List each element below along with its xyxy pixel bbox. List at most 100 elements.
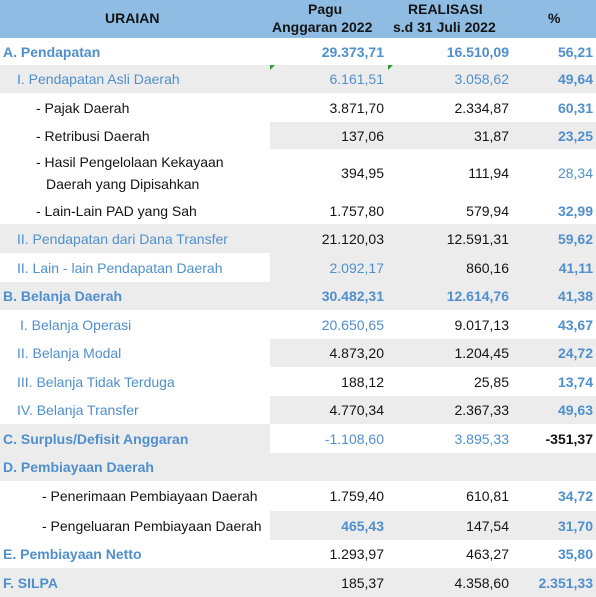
row-pagu: 1.759,40 [270,481,388,511]
row-label: II. Pendapatan dari Dana Transfer [0,224,287,253]
row-percent: 13,74 [513,367,596,396]
table-row: - Retribusi Daerah 137,06 31,87 23,25 [0,122,596,149]
row-realisasi: 25,85 [388,367,513,396]
row-realisasi: 4.358,60 [388,568,513,597]
table-row: C. Surplus/Defisit Anggaran -1.108,60 3.… [0,424,596,453]
row-label: C. Surplus/Defisit Anggaran [0,424,273,453]
table-row: F. SILPA 185,37 4.358,60 2.351,33 [0,568,596,597]
row-percent: -351,37 [513,424,596,453]
table-row: II. Belanja Modal 4.873,20 1.204,45 24,7… [0,339,596,367]
row-realisasi: 579,94 [388,197,513,224]
row-pagu: -1.108,60 [270,424,388,453]
row-label: E. Pembiayaan Netto [0,540,273,568]
row-realisasi: 12.591,31 [388,224,513,253]
table-row: A. Pendapatan 29.373,71 16.510,09 56,21 [0,38,596,65]
row-label: B. Belanja Daerah [0,282,273,310]
row-pagu: 29.373,71 [270,38,388,65]
row-percent: 59,62 [513,224,596,253]
row-realisasi: 1.204,45 [388,339,513,367]
row-pagu: 30.482,31 [270,282,388,310]
table-row: IV. Belanja Transfer 4.770,34 2.367,33 4… [0,396,596,424]
comment-marker [270,65,275,70]
header-pagu-line1: Pagu [308,1,343,17]
row-label-line1: - Hasil Pengelolaan Kekayaan [36,154,224,170]
table-row: - Penerimaan Pembiayaan Daerah 1.759,40 … [0,481,596,511]
row-label: - Pengeluaran Pembiayaan Daerah [0,511,312,540]
row-pagu: 6.161,51 [270,65,388,93]
row-realisasi: 3.058,62 [388,65,513,93]
row-label: - Hasil Pengelolaan Kekayaan Daerah yang… [0,149,306,197]
table-row: II. Pendapatan dari Dana Transfer 21.120… [0,224,596,253]
row-realisasi: 860,16 [388,253,513,282]
row-percent: 41,11 [513,253,596,282]
table-body: A. Pendapatan 29.373,71 16.510,09 56,21 … [0,38,596,597]
table-row: I. Pendapatan Asli Daerah 6.161,51 3.058… [0,65,596,93]
row-realisasi: 31,87 [388,122,513,149]
row-pagu: 1.757,80 [270,197,388,224]
row-pagu: 1.293,97 [270,540,388,568]
row-label: - Retribusi Daerah [0,122,306,149]
header-pagu-line2: Anggaran 2022 [272,19,373,35]
row-realisasi: 2.334,87 [388,93,513,122]
row-percent: 23,25 [513,122,596,149]
row-label: A. Pendapatan [0,38,273,65]
header-percent: % [548,10,561,26]
row-percent: 43,67 [513,310,596,339]
header-realisasi-line1: REALISASI [408,1,483,17]
row-percent: 49,64 [513,65,596,93]
row-percent: 60,31 [513,93,596,122]
row-label: D. Pembiayaan Daerah [0,453,273,481]
row-label-line2: Daerah yang Dipisahkan [46,176,200,192]
row-pagu: 465,43 [270,511,388,540]
row-label: - Pajak Daerah [0,93,306,122]
row-percent: 49,63 [513,396,596,424]
row-pagu: 137,06 [270,122,388,149]
row-pagu [270,453,388,481]
row-pagu: 3.871,70 [270,93,388,122]
row-percent: 24,72 [513,339,596,367]
row-percent: 31,70 [513,511,596,540]
row-pagu: 21.120,03 [270,224,388,253]
row-label: II. Belanja Modal [0,339,287,367]
row-realisasi: 147,54 [388,511,513,540]
row-label: IV. Belanja Transfer [0,396,287,424]
row-realisasi: 16.510,09 [388,38,513,65]
table-row: - Hasil Pengelolaan Kekayaan Daerah yang… [0,149,596,197]
row-label: F. SILPA [0,568,273,597]
row-realisasi: 610,81 [388,481,513,511]
row-realisasi: 463,27 [388,540,513,568]
row-label: II. Lain - lain Pendapatan Daerah [0,253,287,282]
table-row: - Lain-Lain PAD yang Sah 1.757,80 579,94… [0,197,596,224]
row-label: - Lain-Lain PAD yang Sah [0,197,306,224]
row-percent: 34,72 [513,481,596,511]
row-label: - Penerimaan Pembiayaan Daerah [0,481,312,511]
table-row: - Pengeluaran Pembiayaan Daerah 465,43 1… [0,511,596,540]
row-pagu: 2.092,17 [270,253,388,282]
row-pagu: 188,12 [270,367,388,396]
header-uraian: URAIAN [105,10,160,26]
row-percent: 41,38 [513,282,596,310]
header-realisasi-line2: s.d 31 Juli 2022 [393,19,496,35]
table-row: D. Pembiayaan Daerah [0,453,596,481]
row-percent: 28,34 [513,149,596,197]
row-realisasi: 12.614,76 [388,282,513,310]
row-pagu: 4.770,34 [270,396,388,424]
row-percent: 2.351,33 [513,568,596,597]
row-percent: 56,21 [513,38,596,65]
table-row: - Pajak Daerah 3.871,70 2.334,87 60,31 [0,93,596,122]
table-row: B. Belanja Daerah 30.482,31 12.614,76 41… [0,282,596,310]
row-realisasi [388,453,513,481]
row-realisasi: 9.017,13 [388,310,513,339]
row-realisasi: 2.367,33 [388,396,513,424]
table-row: II. Lain - lain Pendapatan Daerah 2.092,… [0,253,596,282]
row-realisasi: 3.895,33 [388,424,513,453]
row-pagu: 394,95 [270,149,388,197]
row-pagu: 4.873,20 [270,339,388,367]
table-row: E. Pembiayaan Netto 1.293,97 463,27 35,8… [0,540,596,568]
table-row: III. Belanja Tidak Terduga 188,12 25,85 … [0,367,596,396]
row-percent: 35,80 [513,540,596,568]
row-percent [513,453,596,481]
comment-marker [388,65,393,70]
row-label: I. Pendapatan Asli Daerah [0,65,287,93]
